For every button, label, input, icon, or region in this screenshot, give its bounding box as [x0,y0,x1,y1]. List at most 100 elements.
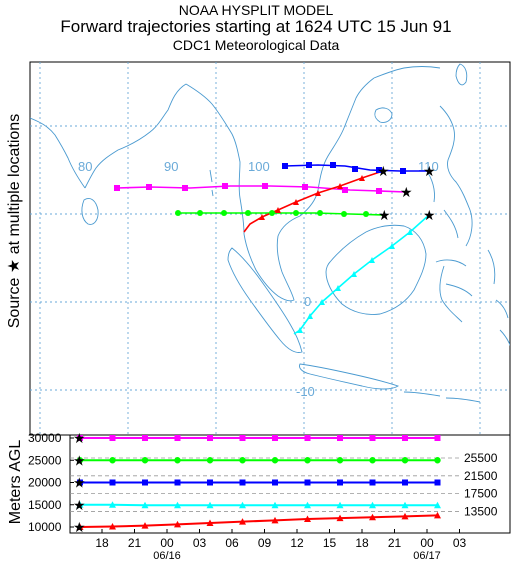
source-stars: ★ ★ ★ ★ ★ [377,163,436,223]
data-point [304,501,311,509]
coast-sumatra [227,247,303,353]
data-point [77,479,83,486]
x-tick-label: 03 [193,536,207,550]
data-point [76,457,84,464]
series-green: ★ [73,453,441,469]
source-star-icon: ★ [377,163,390,179]
coast-sri-lanka [81,198,99,225]
x-tick-label: 06 [225,536,239,550]
right-height-label: 21500 [464,469,498,483]
markers-green [175,210,369,217]
x-tick-label: 18 [355,536,369,550]
coastlines [30,63,510,403]
data-source-subtitle: CDC1 Meteorological Data [172,37,340,53]
x-tick-label: 18 [95,536,109,550]
data-point [336,457,344,464]
coast-borneo [325,224,427,315]
data-point [434,501,441,509]
lat-label-m10: -10 [296,384,315,399]
data-point [434,435,441,441]
x-tick-label: 21 [128,536,142,550]
data-point [77,435,83,441]
series-line-red [79,514,438,528]
data-point [434,511,441,519]
y-tick-label: 20000 [28,476,62,490]
height-y-ticks: 30000 25000 20000 15000 10000 [28,431,74,534]
source-star-icon: ★ [400,184,413,200]
data-point [337,435,343,441]
data-point [141,457,149,464]
lon-label-100: 100 [248,159,270,174]
data-point [401,457,409,464]
traj-map-cyan [293,214,430,335]
coast-philippines-islands [425,169,459,239]
data-point [206,501,214,509]
height-right-labels: 25500 21500 17500 13500 [464,451,498,518]
height-series: ★ ★ ★ ★ ★ [73,431,441,536]
coast-andaman [209,169,214,197]
y-tick-label: 15000 [28,498,62,512]
source-star-icon: ★ [73,453,86,469]
data-point [369,457,376,464]
data-point [207,435,213,441]
x-tick-label: 21 [388,536,402,550]
data-point [271,501,279,509]
y-tick-label: 25000 [28,453,62,467]
map-panel: 80 90 100 110 0 -10 [29,61,511,436]
lon-label-80: 80 [78,159,92,174]
markers-magenta [114,183,382,194]
data-point [434,457,441,464]
data-point [174,457,181,464]
data-point [141,501,149,509]
height-frame [69,434,511,534]
source-star-icon: ★ [73,498,86,514]
data-point [239,501,246,509]
data-point [174,435,181,441]
right-height-label: 17500 [464,487,498,501]
data-point [206,519,214,526]
data-point [142,479,148,486]
data-point [304,515,311,522]
coast-india-east [84,83,187,189]
data-point [142,435,148,441]
coast-south-china [373,66,441,79]
height-reference-lines [70,457,460,512]
data-point [206,457,214,464]
coast-philippines [439,105,473,247]
source-star-icon: ★ [423,207,436,223]
data-point [109,479,116,486]
data-point [271,457,279,464]
data-point [304,457,311,464]
x-tick-label: 00 [160,536,174,550]
coast-new-guinea [499,329,510,347]
series-red: ★ [73,511,441,536]
markers-blue [282,162,406,174]
data-point [434,479,441,486]
data-point [401,512,409,520]
coast-malay-peninsula [243,215,301,302]
right-height-label: 25500 [464,451,498,465]
map-markers: ★ ★ ★ ★ ★ [114,162,436,333]
lon-label-90: 90 [164,159,178,174]
markers-cyan [297,229,413,333]
data-point [207,479,213,486]
coast-hainan [374,107,393,123]
data-point [239,457,246,464]
data-point [304,479,311,486]
data-point [336,501,344,509]
data-point [109,435,116,441]
data-point [402,479,408,486]
series-blue: ★ [73,476,441,492]
data-point [76,501,84,508]
lat-label-0: 0 [304,294,311,309]
page-title: Forward trajectories starting at 1624 UT… [60,17,452,36]
data-point [109,457,116,464]
series-magenta: ★ [73,431,441,447]
data-point [336,514,344,522]
coast-sulawesi [435,259,473,323]
x-tick-label: 12 [290,536,304,550]
y-tick-label: 30000 [28,431,62,445]
markers-red [259,175,365,220]
coast-myanmar [185,83,245,235]
